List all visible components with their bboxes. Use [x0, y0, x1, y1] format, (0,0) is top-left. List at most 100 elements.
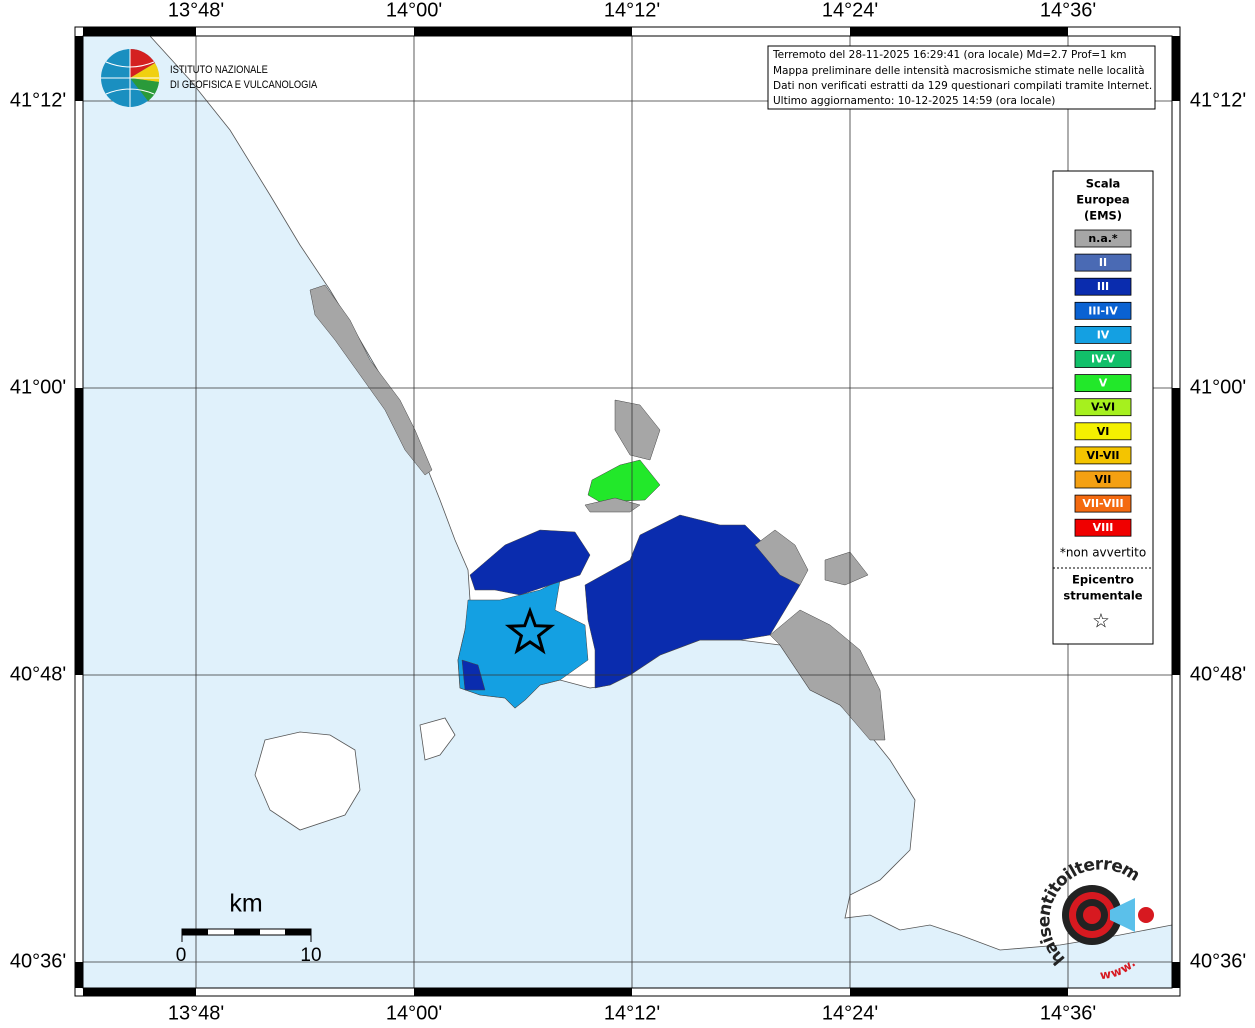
map-frame	[74, 26, 1181, 997]
logo-ring	[1083, 906, 1101, 924]
frame-bar	[850, 988, 1068, 996]
latitude-label: 40°36'	[1190, 950, 1246, 972]
scale-label: 0	[176, 945, 187, 966]
graticule	[83, 36, 1172, 988]
frame-bar	[75, 962, 83, 988]
longitude-label: 14°24'	[822, 0, 878, 21]
longitude-label: 14°12'	[604, 0, 660, 21]
legend-label: V	[1099, 377, 1108, 390]
area-na	[824, 551, 869, 586]
legend-swatch	[1074, 470, 1132, 489]
legend-label: III	[1097, 280, 1109, 293]
latitude-label: 41°00'	[10, 376, 66, 398]
info-box: Terremoto del 28-11-2025 16:29:41 (ora l…	[767, 45, 1156, 110]
legend-epicenter-title: strumentale	[1063, 589, 1142, 603]
logo-dot	[1138, 907, 1154, 923]
longitude-label: 14°36'	[1040, 0, 1096, 21]
scale-unit: km	[229, 890, 262, 918]
legend-title: Europea	[1076, 193, 1129, 207]
latitude-label: 41°12'	[10, 89, 66, 111]
latitude-label: 41°00'	[1190, 376, 1246, 398]
logo-speaker	[1110, 898, 1135, 932]
legend-swatch	[1074, 446, 1132, 465]
logo-lines	[101, 49, 159, 107]
frame-bar	[1172, 962, 1180, 988]
frame-bar	[414, 27, 632, 36]
legend-title: Scala	[1086, 177, 1121, 191]
scale-bar-segment	[234, 929, 260, 935]
legend-label: VIII	[1093, 521, 1114, 534]
frame-bar	[1172, 388, 1180, 675]
legend-swatch	[1074, 422, 1132, 441]
longitude-label: 14°00'	[386, 0, 442, 21]
legend-label: III-IV	[1088, 304, 1118, 317]
area-v	[587, 459, 661, 503]
frame-bar	[850, 27, 1068, 36]
legend-swatch	[1074, 253, 1132, 272]
area-na	[309, 284, 433, 476]
legend-swatch	[1074, 374, 1132, 393]
legend: Scala Europea (EMS) *non avvertito Epice…	[1052, 170, 1154, 645]
area-na	[754, 529, 809, 586]
legend-label: VII	[1095, 473, 1112, 486]
latitude-label: 40°48'	[10, 663, 66, 685]
longitude-label: 13°48'	[168, 1002, 224, 1024]
frame-bar	[414, 988, 632, 996]
frame-bar	[83, 988, 196, 996]
area-iii	[469, 529, 591, 596]
legend-swatch	[1074, 518, 1132, 537]
logo-text: ISTITUTO NAZIONALE	[170, 64, 268, 76]
map-area	[83, 36, 1172, 988]
legend-swatch	[1074, 398, 1132, 417]
ischia	[254, 731, 361, 831]
latitude-label: 40°48'	[1190, 663, 1246, 685]
logo-wedge	[130, 78, 159, 101]
legend-swatch	[1074, 350, 1132, 368]
legend-label: IV-V	[1091, 353, 1116, 366]
legend-note: *non avvertito	[1060, 546, 1146, 560]
scale-bar: km 0 10	[176, 890, 322, 966]
area-iii	[584, 514, 801, 689]
legend-swatch	[1074, 277, 1132, 296]
epicenter-star	[504, 606, 556, 655]
legend-label: VI	[1097, 425, 1110, 438]
ingv-logo: ISTITUTO NAZIONALE DI GEOFISICA E VULCAN…	[101, 48, 317, 107]
legend-swatch	[1074, 229, 1132, 248]
legend-swatch	[1074, 494, 1132, 513]
logo-text: DI GEOFISICA E VULCANOLOGIA	[170, 79, 317, 91]
longitude-label: 14°36'	[1040, 1002, 1096, 1024]
longitude-label: 13°48'	[168, 0, 224, 21]
frame-bar	[83, 27, 196, 36]
frame-bar	[75, 36, 83, 101]
legend-swatch	[1074, 301, 1132, 320]
legend-label: VI-VII	[1086, 449, 1119, 462]
logo-wedge	[130, 48, 155, 78]
frame-bar	[1172, 36, 1180, 101]
longitude-label: 14°12'	[604, 1002, 660, 1024]
longitude-label: 14°24'	[822, 1002, 878, 1024]
procida	[419, 717, 456, 761]
area-na	[584, 497, 641, 513]
legend-label: V-VI	[1091, 401, 1115, 414]
scale-bar-segment	[285, 929, 311, 935]
info-frame	[767, 45, 1156, 110]
scale-label: 10	[300, 945, 321, 966]
info-line: Ultimo aggiornamento: 10-12-2025 14:59 (…	[773, 95, 1055, 107]
scale-bar-segment	[182, 929, 208, 935]
coordinate-labels: 13°48' 13°48' 14°00' 14°00' 14°12' 14°12' 14°2…	[10, 0, 1246, 1024]
legend-swatch	[1074, 325, 1132, 344]
info-line: Terremoto del 28-11-2025 16:29:41 (ora l…	[772, 49, 1127, 61]
info-line: Dati non verificati estratti da 129 ques…	[773, 80, 1152, 92]
legend-epicenter-symbol: ☆	[1092, 609, 1110, 633]
legend-label: II	[1099, 256, 1107, 269]
legend-label: n.a.*	[1088, 232, 1118, 245]
info-line: Mappa preliminare delle intensità macros…	[773, 65, 1145, 77]
longitude-label: 14°00'	[386, 1002, 442, 1024]
legend-label: IV	[1097, 328, 1110, 341]
area-na	[614, 399, 661, 461]
legend-label: VII-VIII	[1082, 497, 1123, 510]
latitude-label: 41°12'	[1190, 89, 1246, 111]
